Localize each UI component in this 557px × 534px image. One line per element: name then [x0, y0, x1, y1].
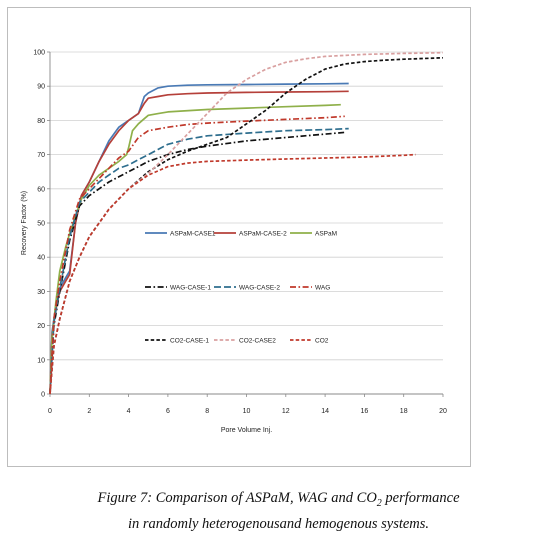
- series-line-5: [49, 115, 345, 395]
- x-tick-label: 14: [321, 408, 329, 415]
- y-tick-label: 60: [37, 186, 45, 193]
- grid-lines: [50, 51, 443, 361]
- x-tick-label: 8: [205, 408, 209, 415]
- series-lines: [49, 51, 444, 395]
- y-tick-label: 10: [37, 357, 45, 364]
- figure-caption: Figure 7: Comparison of ASPaM, WAG and C…: [0, 488, 557, 534]
- x-tick-label: 10: [243, 408, 251, 415]
- x-tick-label: 18: [400, 408, 408, 415]
- axes: [47, 51, 444, 397]
- x-axis-label: Pore Volume Inj.: [221, 427, 272, 434]
- legend-label: ASPaM: [315, 230, 337, 237]
- y-axis-label: Recovery Factor (%): [21, 191, 28, 255]
- series-line-4: [49, 127, 349, 395]
- y-tick-label: 70: [37, 152, 45, 159]
- legend-label: WAG: [315, 284, 330, 291]
- x-tick-label: 2: [87, 408, 91, 415]
- y-tick-label: 30: [37, 289, 45, 296]
- series-line-0: [49, 82, 349, 395]
- x-tick-label: 0: [48, 408, 52, 415]
- y-tick-label: 80: [37, 118, 45, 125]
- legend-label: WAG-CASE-2: [239, 284, 280, 291]
- y-tick-label: 100: [33, 50, 45, 57]
- x-tick-label: 16: [361, 408, 369, 415]
- y-tick-label: 0: [41, 392, 45, 399]
- tick-labels: 0 10 20 30 40 50 60 70 80 90 100 0 2 4 6 8 10 12 14 16 18 20: [33, 50, 447, 416]
- x-tick-label: 6: [166, 408, 170, 415]
- legend-label: CO2-CASE2: [239, 337, 276, 344]
- series-line-8: [49, 153, 416, 395]
- legend-label: WAG-CASE-1: [170, 284, 211, 291]
- caption-subscript: 2: [376, 497, 382, 509]
- y-tick-label: 20: [37, 323, 45, 330]
- legend-label: CO2-CASE-1: [170, 337, 209, 344]
- caption-text: Figure 7: Comparison of ASPaM, WAG and C…: [97, 490, 377, 506]
- series-line-6: [49, 56, 444, 395]
- y-tick-label: 90: [37, 84, 45, 91]
- y-tick-label: 50: [37, 221, 45, 228]
- x-tick-label: 4: [127, 408, 131, 415]
- caption-line-1: Figure 7: Comparison of ASPaM, WAG and C…: [0, 488, 557, 514]
- caption-line-2: in randomly heterogenousand hemogenous s…: [127, 515, 430, 532]
- legend-label: ASPaM-CASE1: [170, 230, 216, 237]
- legend-label: CO2: [315, 337, 329, 344]
- legend: ASPaM-CASE1 ASPaM-CASE-2 ASPaM WAG-CASE-1 WA…: [145, 230, 337, 344]
- y-tick-label: 40: [37, 255, 45, 262]
- series-line-1: [49, 90, 349, 395]
- legend-label: ASPaM-CASE-2: [239, 230, 287, 237]
- x-tick-label: 12: [282, 408, 290, 415]
- x-tick-label: 20: [439, 408, 447, 415]
- caption-text-end: performance: [381, 490, 460, 506]
